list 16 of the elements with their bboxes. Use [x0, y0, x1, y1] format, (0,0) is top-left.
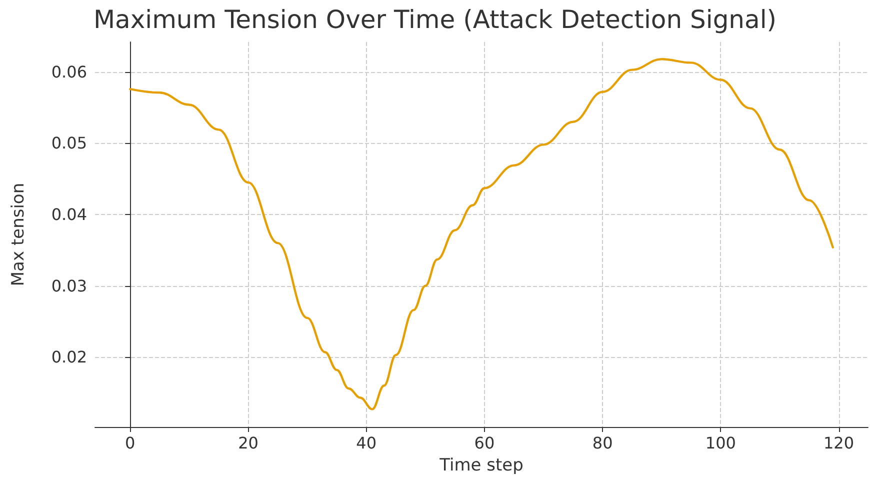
y-axis-title: Max tension	[8, 182, 28, 286]
x-tick-label: 80	[592, 434, 613, 452]
line-series	[129, 58, 834, 410]
y-tick-label: 0.06	[51, 62, 87, 82]
x-tick-label: 60	[474, 434, 495, 452]
x-tick-label: 120	[823, 434, 854, 452]
x-axis-title: Time step	[438, 456, 524, 476]
chart-title: Maximum Tension Over Time (Attack Detection Signal)	[93, 5, 777, 34]
x-tick-label: 40	[356, 434, 377, 452]
y-tick-label: 0.05	[51, 134, 87, 153]
y-tick-label: 0.03	[51, 276, 87, 296]
y-tick-label: 0.04	[51, 205, 87, 224]
x-tick-label: 0	[125, 434, 136, 452]
y-tick-label: 0.02	[51, 348, 87, 367]
x-tick-label: 100	[705, 434, 736, 452]
x-tick-label: 20	[238, 434, 258, 452]
